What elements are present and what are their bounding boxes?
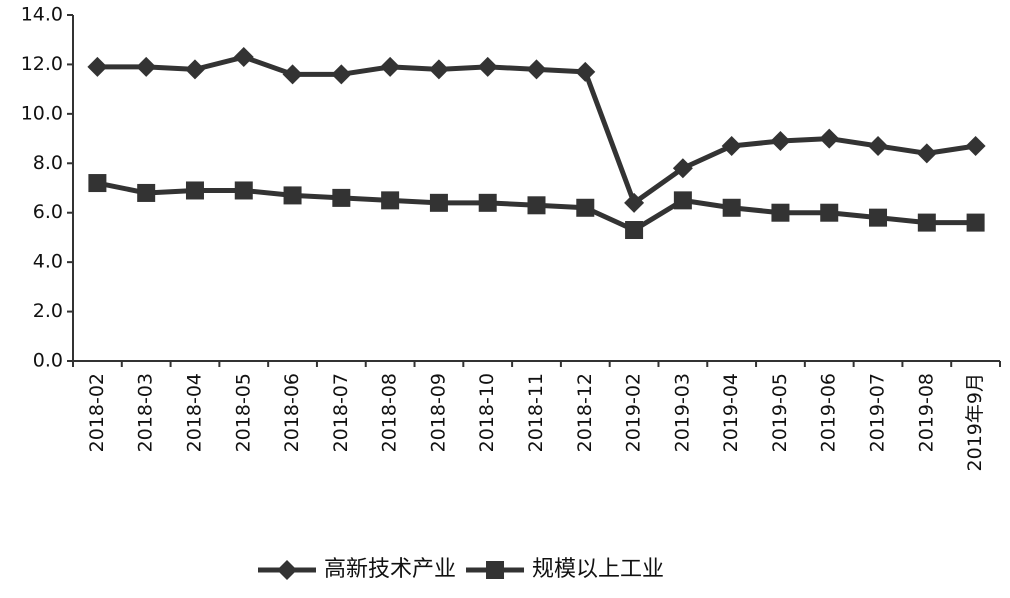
data-point [137,183,156,202]
data-point [575,61,596,82]
x-tick-label: 2018-02 [86,373,108,452]
y-tick-label: 8.0 [33,152,63,174]
data-point [721,135,742,156]
data-point [478,193,497,212]
y-tick-label: 4.0 [33,251,63,273]
x-tick-label: 2019-04 [720,373,742,452]
x-tick-label: 2018-09 [427,373,449,452]
data-point [526,59,547,80]
data-point [966,213,985,232]
data-point [283,186,302,205]
x-tick-label: 2018-08 [379,373,401,452]
y-tick-label: 14.0 [21,4,63,26]
data-point [429,193,448,212]
data-point [136,56,157,77]
data-point [184,59,205,80]
x-tick-label: 2018-06 [281,373,303,452]
y-tick-label: 12.0 [21,53,63,75]
legend-marker [277,560,297,580]
data-point [477,56,498,77]
x-tick-label: 2018-07 [330,373,352,452]
x-tick-label: 2019-02 [623,373,645,452]
data-point [624,192,645,213]
data-point [869,208,888,227]
data-point [87,56,108,77]
data-point [771,203,790,222]
data-point [916,143,937,164]
y-tick-label: 10.0 [21,102,63,124]
y-tick-label: 2.0 [33,300,63,322]
data-point [819,128,840,149]
x-tick-label: 2018-05 [232,373,254,452]
x-tick-label: 2018-10 [476,373,498,452]
x-tick-label: 2018-04 [183,373,205,452]
data-point [282,64,303,85]
data-point [185,181,204,200]
data-point [672,158,693,179]
data-point [428,59,449,80]
x-tick-label: 2019-03 [671,373,693,452]
data-point [820,203,839,222]
y-tick-label: 0.0 [33,350,63,372]
data-point [88,174,107,193]
y-tick-label: 6.0 [33,201,63,223]
data-point [770,131,791,152]
data-point [917,213,936,232]
x-tick-label: 2018-12 [574,373,596,452]
data-point [868,135,889,156]
x-tick-label: 2019-08 [915,373,937,452]
data-point [673,191,692,210]
data-point [331,64,352,85]
data-point [527,196,546,215]
x-tick-label: 2019年9月 [964,373,986,471]
data-point [576,198,595,217]
data-point [381,191,400,210]
data-point [380,56,401,77]
legend-label: 规模以上工业 [532,557,664,582]
data-point [722,198,741,217]
data-point [234,181,253,200]
x-tick-label: 2018-11 [525,373,547,452]
data-point [332,188,351,207]
data-point [233,47,254,68]
data-point [965,135,986,156]
x-tick-label: 2019-05 [769,373,791,452]
x-tick-label: 2019-06 [818,373,840,452]
x-tick-label: 2019-07 [867,373,889,452]
legend-marker [486,561,505,579]
legend-label: 高新技术产业 [324,557,456,582]
x-tick-label: 2018-03 [135,373,157,452]
data-point [625,221,644,240]
